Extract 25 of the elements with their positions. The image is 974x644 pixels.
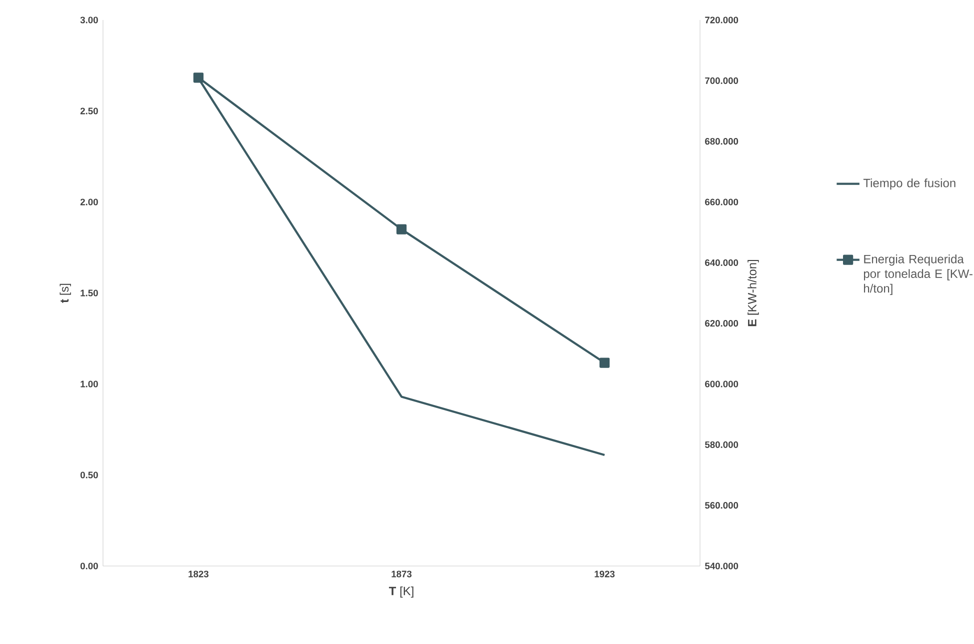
y2-tick-label: 720.000 xyxy=(705,16,738,24)
legend-label: Energia Requerida por tonelada E [KW-h/ton] xyxy=(864,254,972,296)
y-tick-label: 0.00 xyxy=(80,562,98,570)
y-tick-label: 2.50 xyxy=(80,108,98,114)
y2-tick-label: 620.000 xyxy=(705,320,738,327)
y-axis-title: t [s] xyxy=(60,284,71,303)
x-axis-title: T [K] xyxy=(388,586,414,598)
y2-axis-title: E [KW-h/ton] xyxy=(748,260,759,326)
y-tick-label: 2.00 xyxy=(80,198,98,206)
y2-tick-label: 600.000 xyxy=(705,380,738,388)
y-tick-label: 3.00 xyxy=(80,16,98,24)
y2-tick-label: 580.000 xyxy=(705,441,738,448)
legend-label: Tiempo de fusion xyxy=(863,178,956,190)
y-tick-label: 1.00 xyxy=(80,380,98,388)
y-tick-label: 0.50 xyxy=(80,472,98,478)
y2-tick-label: 700.000 xyxy=(705,77,738,84)
y-tick-label: 1.50 xyxy=(80,290,98,296)
x-tick-label: 1923 xyxy=(594,570,615,578)
y2-tick-label: 660.000 xyxy=(705,198,738,206)
x-tick-label: 1873 xyxy=(392,570,412,578)
y2-tick-label: 680.000 xyxy=(705,138,738,145)
y2-tick-label: 640.000 xyxy=(705,259,738,266)
y2-tick-label: 560.000 xyxy=(705,502,738,509)
y2-tick-label: 540.000 xyxy=(705,562,738,570)
x-tick-label: 1823 xyxy=(188,570,208,578)
